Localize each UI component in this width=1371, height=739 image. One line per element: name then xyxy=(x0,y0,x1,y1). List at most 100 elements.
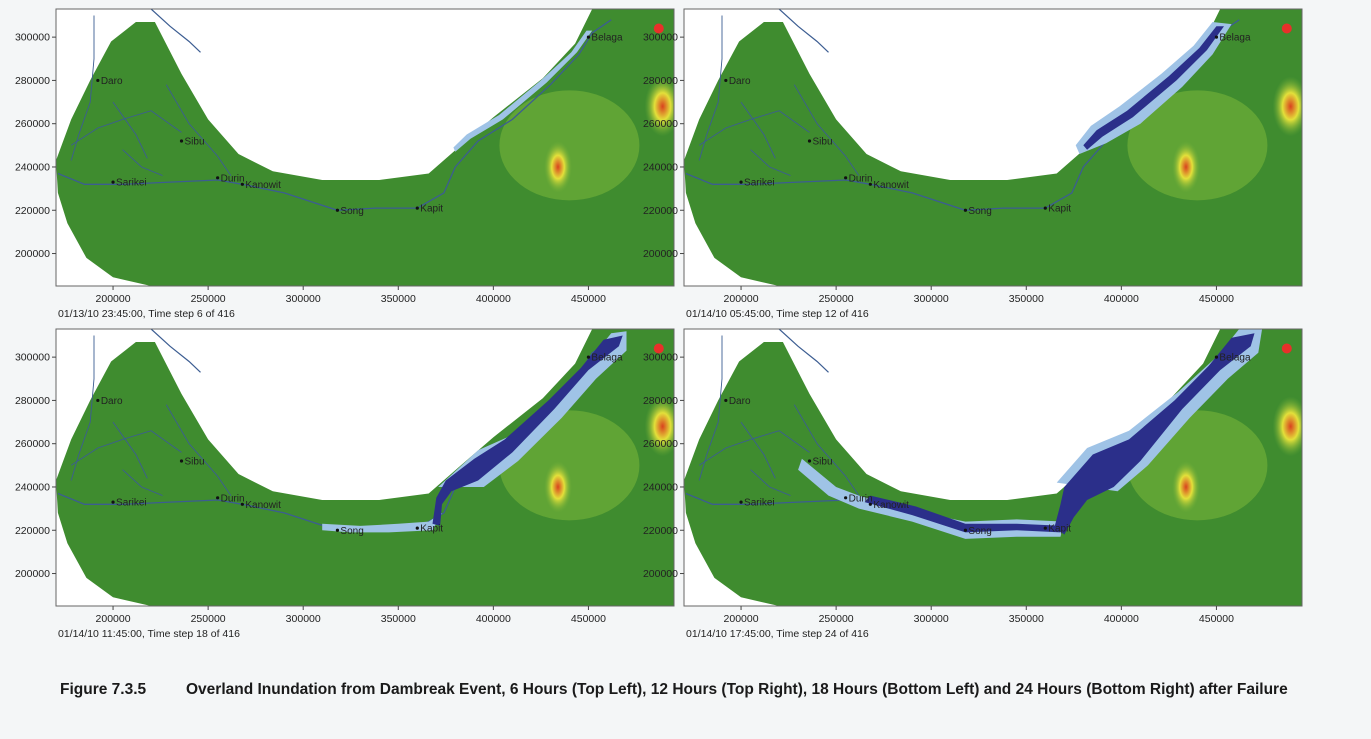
x-tick-label: 200000 xyxy=(96,613,131,625)
x-tick-label: 400000 xyxy=(476,613,511,625)
town-dot xyxy=(111,500,115,504)
x-tick-label: 400000 xyxy=(1104,613,1139,625)
y-tick-label: 200000 xyxy=(643,248,678,260)
town-label: Belaga xyxy=(591,353,623,364)
mountain-peak xyxy=(544,140,573,193)
map-panel-12h: Daro Sibu Sarikei Durin Kanowit Song Kapit Bela… xyxy=(634,6,1303,324)
town-dot xyxy=(216,496,220,500)
x-tick-label: 300000 xyxy=(286,613,321,625)
tributary xyxy=(750,149,791,177)
town-label: Song xyxy=(968,206,991,217)
coastline xyxy=(778,9,829,53)
x-tick-label: 450000 xyxy=(1199,613,1234,625)
y-tick-label: 200000 xyxy=(643,568,678,580)
y-tick-label: 200000 xyxy=(15,568,50,580)
town-label: Kapit xyxy=(420,524,443,535)
town-label: Sarikei xyxy=(744,498,775,509)
tributary xyxy=(740,421,776,479)
town-label: Durin xyxy=(221,173,245,184)
mountain-peak xyxy=(544,460,573,513)
dam-site-marker xyxy=(1281,23,1292,34)
deep-inundation xyxy=(1054,333,1255,535)
x-tick-label: 450000 xyxy=(571,293,606,305)
town-dot xyxy=(179,459,184,463)
map-panel-18h: Daro Sibu Sarikei Durin Kanowit Song Kapit Bela… xyxy=(6,326,675,644)
timestep-caption: 01/13/10 23:45:00, Time step 6 of 416 xyxy=(58,308,235,320)
tributary xyxy=(698,430,810,466)
main-river xyxy=(57,19,612,211)
x-tick-label: 200000 xyxy=(724,613,759,625)
x-tick-label: 250000 xyxy=(819,613,854,625)
town-label: Song xyxy=(340,526,363,537)
town-label: Sibu xyxy=(813,457,833,468)
town-label: Song xyxy=(340,206,363,217)
town-label: Sarikei xyxy=(116,498,147,509)
y-tick-label: 300000 xyxy=(643,352,678,364)
y-tick-label: 280000 xyxy=(643,75,678,87)
x-tick-label: 200000 xyxy=(96,293,131,305)
timestep-caption: 01/14/10 17:45:00, Time step 24 of 416 xyxy=(686,628,869,640)
dam-site-marker xyxy=(1281,343,1292,354)
town-dot xyxy=(724,398,728,403)
town-label: Belaga xyxy=(1219,33,1251,44)
town-label: Belaga xyxy=(591,33,623,44)
y-tick-label: 220000 xyxy=(15,525,50,537)
upland-zone xyxy=(499,90,640,201)
town-dot xyxy=(179,139,184,143)
shallow-inundation xyxy=(438,331,627,487)
town-label: Durin xyxy=(849,173,873,184)
town-dot xyxy=(111,180,115,184)
tributary xyxy=(112,101,148,159)
tributary xyxy=(165,84,232,176)
mountain-peak xyxy=(1172,460,1201,513)
town-dot xyxy=(335,528,340,532)
plot-frame xyxy=(55,8,675,287)
town-dot xyxy=(1214,355,1219,359)
tributary xyxy=(740,101,776,159)
town-dot xyxy=(335,208,340,212)
map-panel-6h: Daro Sibu Sarikei Durin Kanowit Song Kapit Bela… xyxy=(6,6,675,324)
x-tick-label: 350000 xyxy=(381,613,416,625)
town-label: Sarikei xyxy=(744,178,775,189)
town-dot xyxy=(844,496,848,500)
town-dot xyxy=(415,526,419,530)
terrain-area xyxy=(56,9,674,286)
town-dot xyxy=(868,182,872,186)
y-tick-label: 240000 xyxy=(15,481,50,493)
tributary xyxy=(122,149,163,177)
y-tick-label: 280000 xyxy=(15,75,50,87)
plot-frame xyxy=(55,328,675,607)
y-tick-label: 240000 xyxy=(643,161,678,173)
x-tick-label: 350000 xyxy=(381,293,416,305)
tributary xyxy=(750,469,791,497)
town-dot xyxy=(724,78,728,83)
x-tick-label: 300000 xyxy=(286,293,321,305)
tributary xyxy=(793,404,860,496)
x-tick-label: 250000 xyxy=(819,293,854,305)
town-dot xyxy=(868,502,872,506)
town-dot xyxy=(963,528,968,532)
dam-site-marker xyxy=(653,23,664,34)
coastline xyxy=(150,9,201,53)
y-tick-label: 260000 xyxy=(15,118,50,130)
town-label: Kanowit xyxy=(873,500,909,511)
town-label: Kanowit xyxy=(873,180,909,191)
town-label: Daro xyxy=(101,76,123,87)
y-tick-label: 220000 xyxy=(643,525,678,537)
y-tick-label: 240000 xyxy=(643,481,678,493)
town-dot xyxy=(415,206,419,210)
x-tick-label: 250000 xyxy=(191,613,226,625)
tributary xyxy=(70,430,182,466)
x-tick-label: 300000 xyxy=(914,613,949,625)
timestep-caption: 01/14/10 05:45:00, Time step 12 of 416 xyxy=(686,308,869,320)
town-label: Durin xyxy=(221,493,245,504)
timestep-caption: 01/14/10 11:45:00, Time step 18 of 416 xyxy=(58,628,240,640)
tributary xyxy=(698,15,723,161)
highland-zone xyxy=(644,76,674,137)
y-tick-label: 220000 xyxy=(643,205,678,217)
shallow-inundation xyxy=(453,30,593,152)
town-label: Kapit xyxy=(1048,524,1071,535)
